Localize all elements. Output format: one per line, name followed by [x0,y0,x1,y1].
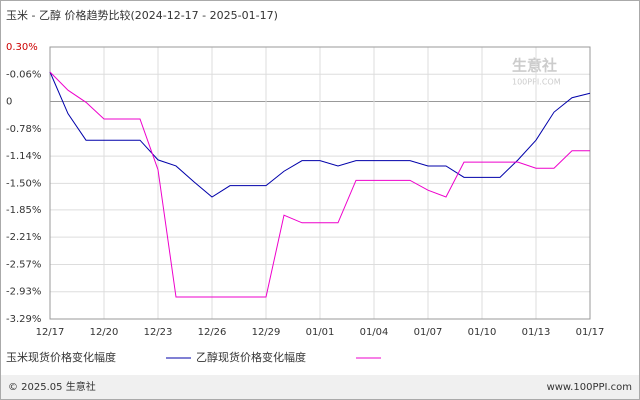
footer-right: www.100PPI.com [547,382,632,393]
footer-left: © 2025.05 生意社 [8,380,96,393]
y-tick-label: -0.78% [6,124,41,135]
y-tick-label: -2.21% [6,232,41,243]
y-tick-label: -1.85% [6,205,41,216]
y-tick-label: -2.93% [6,287,41,298]
x-tick-label: 01/07 [414,327,443,338]
series-line [49,71,591,198]
legend-label: 乙醇现货价格变化幅度 [196,350,306,364]
x-tick-label: 12/26 [198,327,227,338]
y-tick-label: -1.14% [6,151,41,162]
y-tick-label: -0.06% [6,69,41,80]
x-tick-label: 12/29 [252,327,281,338]
x-tick-label: 01/17 [576,327,605,338]
y-tick-label: -3.29% [6,314,41,325]
chart-title: 玉米 - 乙醇 价格趋势比较(2024-12-17 - 2025-01-17) [6,8,278,22]
x-tick-label: 01/04 [360,327,389,338]
y-tick-label: -1.50% [6,178,41,189]
x-tick-label: 12/17 [36,327,65,338]
footer-bar [1,375,639,399]
series-line [49,71,590,298]
watermark: 生意社 [512,57,557,75]
y-tick-label: 0 [6,97,12,108]
y-tick-label: -2.57% [6,259,41,270]
x-tick-label: 12/20 [90,327,119,338]
x-tick-label: 01/13 [522,327,551,338]
x-tick-label: 12/23 [144,327,173,338]
legend-label: 玉米现货价格变化幅度 [6,350,116,364]
x-tick-label: 01/01 [306,327,335,338]
x-tick-label: 01/10 [468,327,497,338]
plot-border [49,46,591,320]
y-tick-label: 0.30% [6,42,38,53]
